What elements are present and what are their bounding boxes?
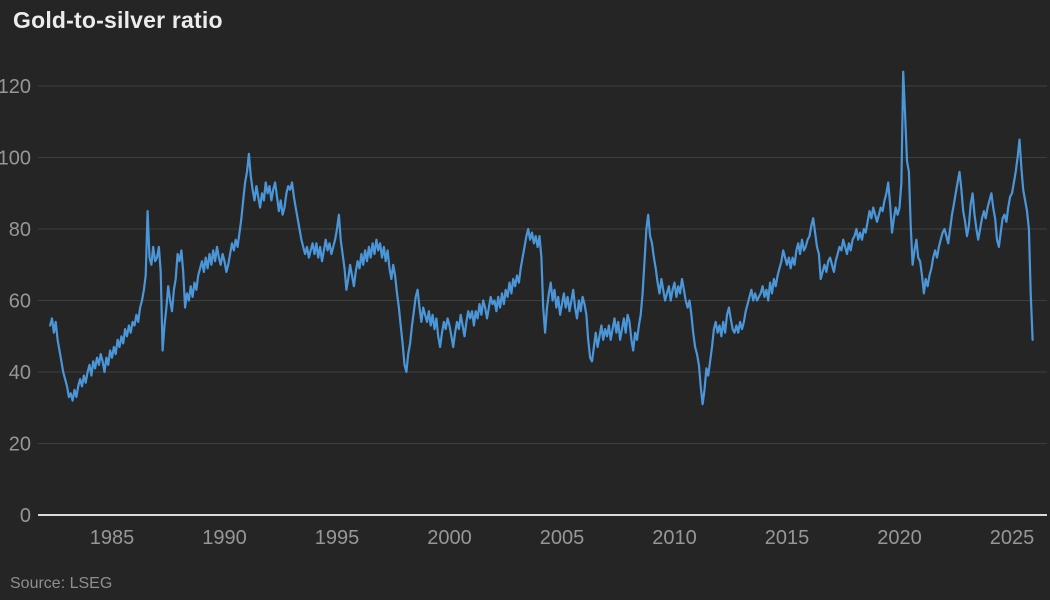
y-tick-label-0: 0 (20, 505, 31, 527)
y-tick-label-20: 20 (9, 434, 31, 456)
x-tick-label-1995: 1995 (315, 527, 360, 549)
y-tick-label-100: 100 (0, 148, 31, 170)
x-tick-label-2010: 2010 (652, 527, 697, 549)
x-axis-labels: 1985 1990 1995 2000 2005 2010 2015 2020 2025 (90, 527, 1035, 549)
x-tick-label-2020: 2020 (877, 527, 922, 549)
source-label: Source: LSEG (10, 575, 113, 592)
y-tick-label-120: 120 (0, 76, 31, 98)
x-tick-label-1985: 1985 (90, 527, 135, 549)
y-tick-label-40: 40 (9, 362, 31, 384)
y-tick-label-60: 60 (9, 291, 31, 313)
x-tick-label-2000: 2000 (427, 527, 472, 549)
chart-title: Gold-to-silver ratio (13, 7, 223, 33)
x-tick-label-2015: 2015 (765, 527, 810, 549)
ratio-line-series (48, 70, 1034, 406)
x-tick-label-2005: 2005 (540, 527, 585, 549)
x-tick-label-2025: 2025 (990, 527, 1035, 549)
y-tick-label-80: 80 (9, 219, 31, 241)
y-axis-labels: 0 20 40 60 80 100 120 (0, 76, 31, 527)
y-gridlines (38, 85, 1047, 516)
x-tick-label-1990: 1990 (202, 527, 247, 549)
